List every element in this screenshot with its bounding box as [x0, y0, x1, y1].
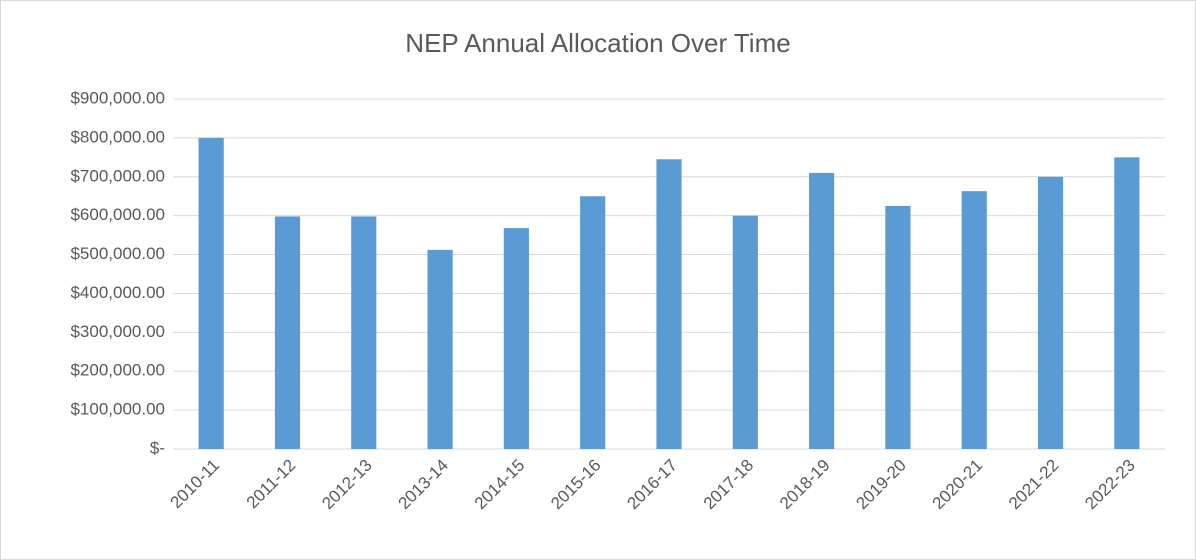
y-tick-label: $700,000.00 — [70, 166, 165, 185]
bar — [961, 191, 987, 449]
y-tick-label: $900,000.00 — [70, 88, 165, 107]
y-tick-label: $200,000.00 — [70, 361, 165, 380]
bar — [732, 215, 758, 449]
y-tick-label: $- — [150, 438, 165, 457]
chart-title: NEP Annual Allocation Over Time — [405, 28, 790, 58]
y-tick-label: $500,000.00 — [70, 244, 165, 263]
y-tick-label: $400,000.00 — [70, 283, 165, 302]
bar — [656, 159, 682, 449]
bar — [503, 228, 529, 449]
bar — [580, 196, 606, 449]
bar — [809, 172, 835, 449]
bar — [198, 137, 224, 449]
y-tick-label: $800,000.00 — [70, 127, 165, 146]
y-tick-label: $300,000.00 — [70, 322, 165, 341]
y-tick-label: $600,000.00 — [70, 205, 165, 224]
y-tick-label: $100,000.00 — [70, 400, 165, 419]
bar — [274, 216, 301, 449]
bar — [427, 249, 453, 449]
bar — [1037, 176, 1064, 449]
bar — [351, 216, 377, 449]
bar — [885, 205, 911, 449]
bar — [1114, 157, 1140, 450]
